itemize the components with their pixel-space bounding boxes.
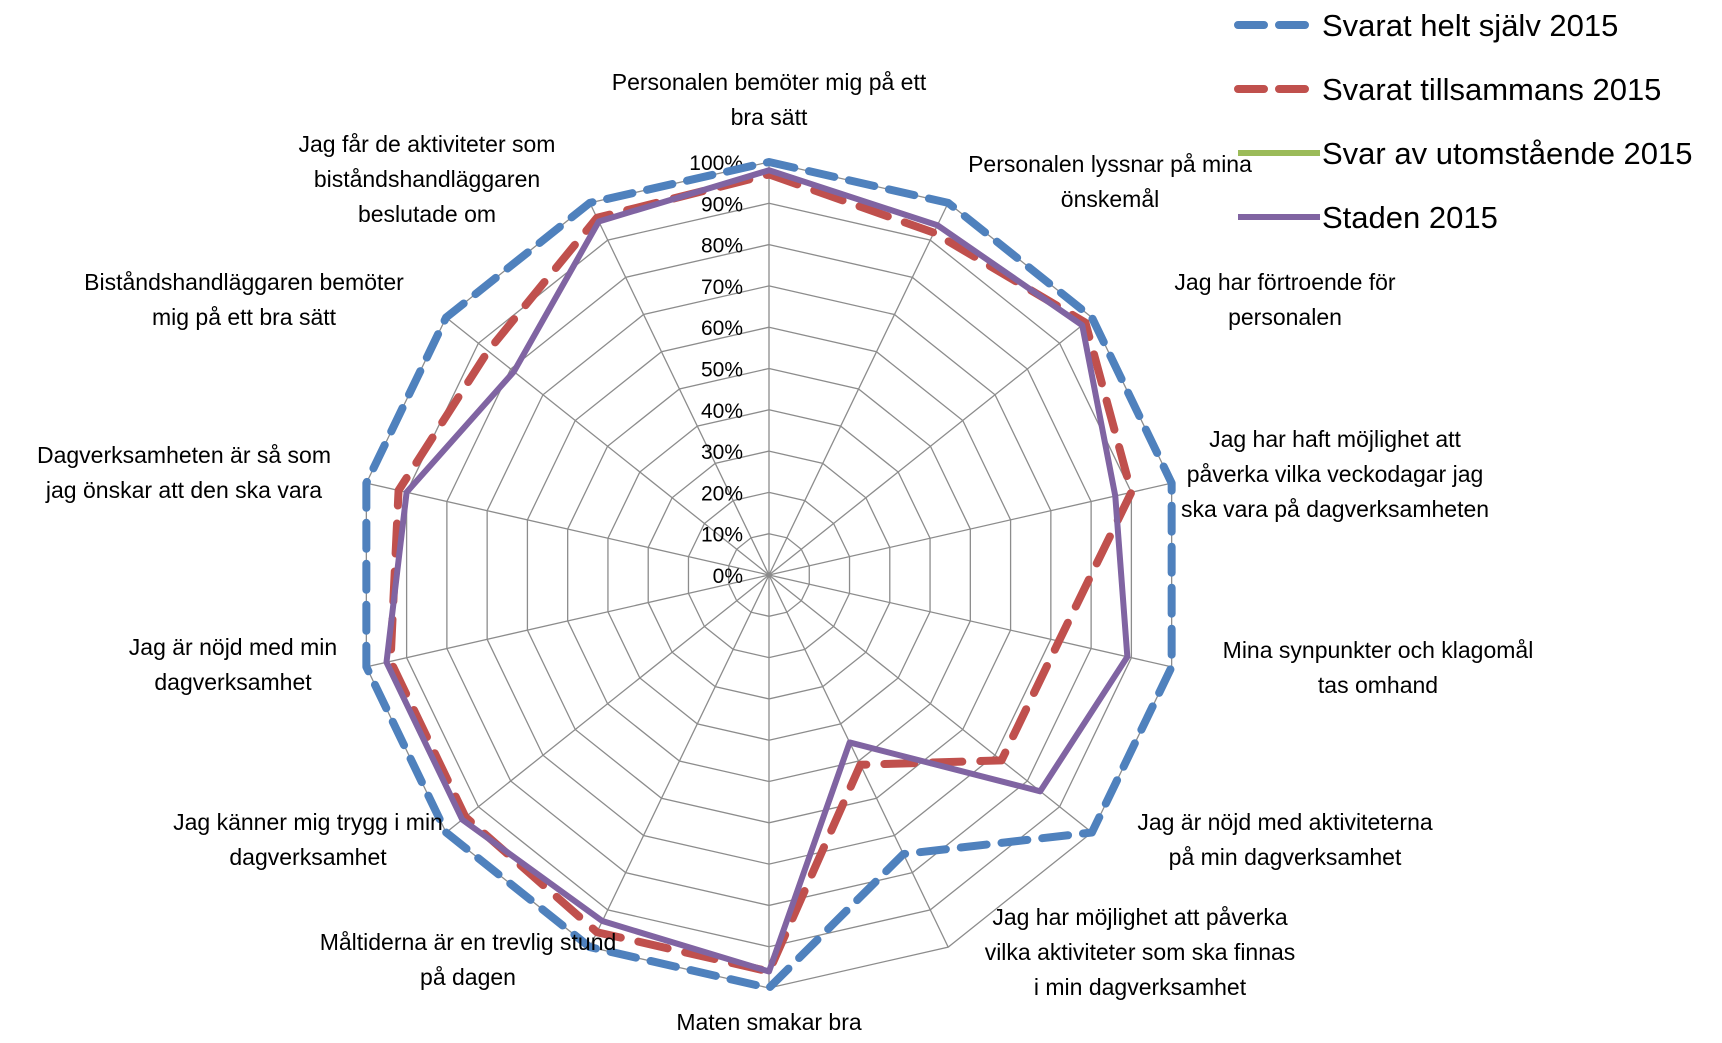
- category-label: Jag är nöjd med min: [129, 634, 337, 660]
- category-label: Maten smakar bra: [676, 1009, 862, 1035]
- grid-spoke: [366, 574, 770, 668]
- grid-spoke: [768, 316, 1093, 576]
- category-label: biståndshandläggaren: [314, 166, 540, 192]
- tick-label: 60%: [701, 317, 743, 340]
- category-label: mig på ett bra sätt: [152, 304, 337, 330]
- grid-spoke: [445, 316, 770, 576]
- tick-label: 10%: [701, 524, 743, 547]
- grid-spoke: [589, 574, 770, 948]
- category-label: Personalen lyssnar på mina: [968, 151, 1252, 177]
- grid-spoke: [366, 482, 770, 576]
- tick-label: 40%: [701, 400, 743, 423]
- category-label: Jag har förtroende för: [1174, 269, 1396, 295]
- legend-label: Svarat helt själv 2015: [1322, 8, 1618, 43]
- grid-spoke: [768, 202, 949, 576]
- category-label: Måltiderna är en trevlig stund: [320, 929, 617, 955]
- category-label: Jag är nöjd med aktiviteterna: [1137, 809, 1433, 835]
- tick-label: 30%: [701, 441, 743, 464]
- category-label: dagverksamhet: [154, 669, 312, 695]
- category-label: på dagen: [420, 964, 516, 990]
- category-label: Mina synpunkter och klagomål: [1223, 637, 1534, 663]
- tick-label: 90%: [701, 193, 743, 216]
- category-label: ska vara på dagverksamheten: [1181, 496, 1489, 522]
- category-label: vilka aktiviteter som ska finnas: [985, 939, 1296, 965]
- grid-spoke: [589, 202, 770, 576]
- tick-label: 80%: [701, 235, 743, 258]
- tick-label: 20%: [701, 482, 743, 505]
- grid-spoke: [768, 574, 1093, 834]
- category-label: Jag känner mig trygg i min: [173, 809, 443, 835]
- category-label: i min dagverksamhet: [1034, 974, 1247, 1000]
- category-label: beslutade om: [358, 201, 496, 227]
- category-label: Dagverksamheten är så som: [37, 442, 331, 468]
- tick-label: 70%: [701, 276, 743, 299]
- category-label: på min dagverksamhet: [1169, 844, 1402, 870]
- grid-spoke: [445, 574, 770, 834]
- category-label: dagverksamhet: [229, 844, 387, 870]
- category-label: önskemål: [1061, 186, 1159, 212]
- category-label: Biståndshandläggaren bemöter: [84, 269, 404, 295]
- grid-spoke: [768, 482, 1172, 576]
- category-label: jag önskar att den ska vara: [45, 477, 322, 503]
- category-label: bra sätt: [731, 104, 808, 130]
- grid-spoke: [768, 574, 1172, 668]
- legend-label: Staden 2015: [1322, 200, 1498, 235]
- legend-label: Svarat tillsammans 2015: [1322, 72, 1661, 107]
- series-line-2: [386, 170, 1136, 976]
- category-label: tas omhand: [1318, 672, 1438, 698]
- category-label: Jag har haft möjlighet att: [1209, 426, 1461, 452]
- series-line-4: [383, 167, 1131, 975]
- category-label: Jag har möjlighet att påverka: [992, 904, 1288, 930]
- legend-label: Svar av utomstående 2015: [1322, 136, 1693, 171]
- grid-spoke: [768, 574, 949, 948]
- category-label: Jag får de aktiviteter som: [299, 131, 556, 157]
- tick-label: 50%: [701, 359, 743, 382]
- series-line-1: [362, 158, 1176, 992]
- tick-label: 0%: [713, 565, 743, 588]
- category-label: påverka vilka veckodagar jag: [1187, 461, 1484, 487]
- category-label: Personalen bemöter mig på ett: [612, 69, 927, 95]
- category-label: personalen: [1228, 304, 1342, 330]
